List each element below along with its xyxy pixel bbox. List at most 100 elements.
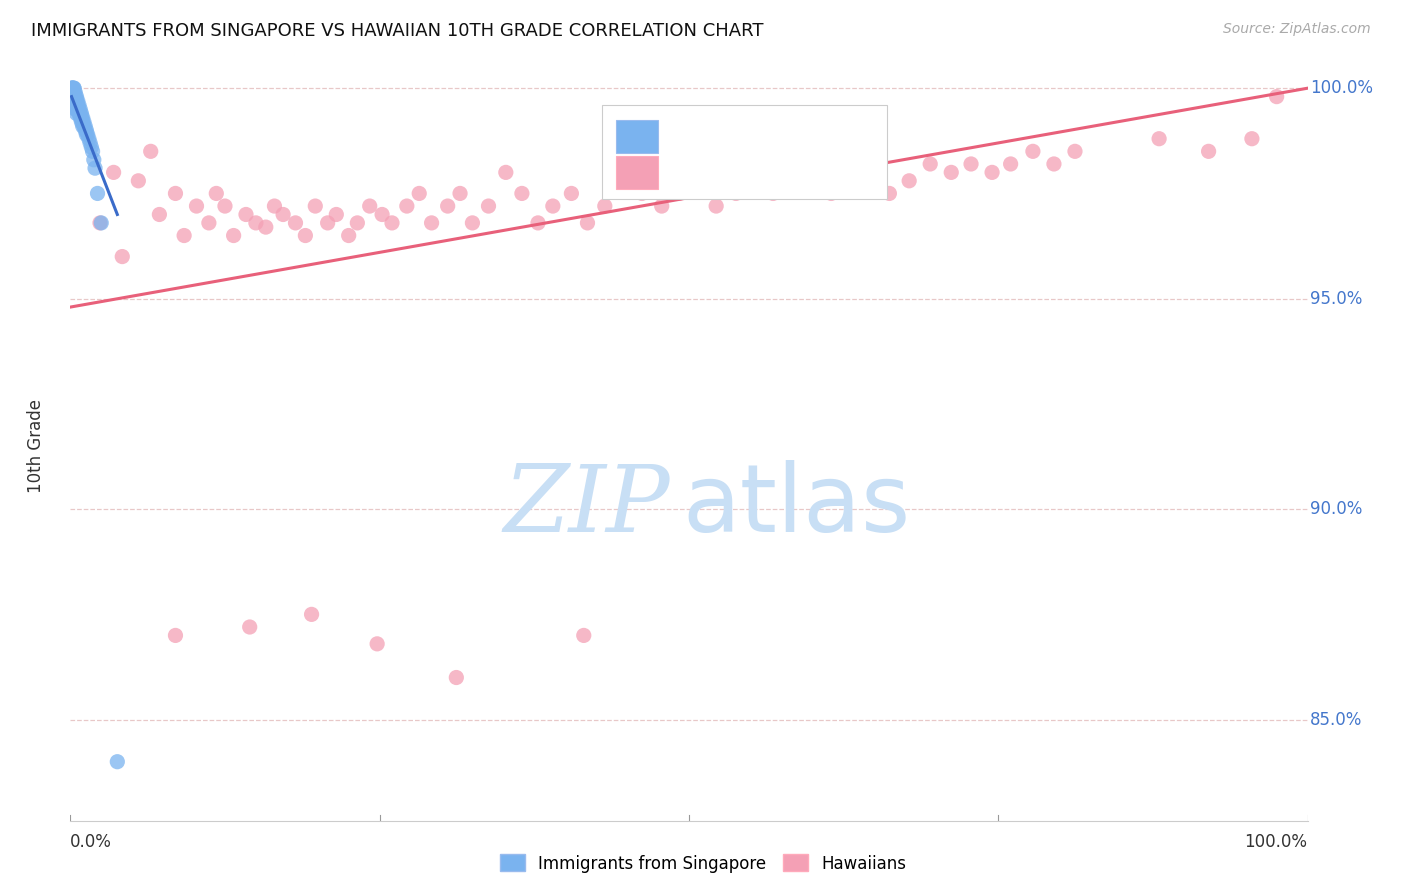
FancyBboxPatch shape (616, 120, 658, 153)
Point (73, 115, 96, 129)
Text: atlas: atlas (683, 460, 911, 552)
Text: ZIP: ZIP (503, 461, 671, 551)
Point (62, 86, 84, 100)
Text: 10th Grade: 10th Grade (27, 399, 45, 493)
Point (70, 106, 93, 120)
Point (436, 199, 458, 213)
Point (105, 755, 128, 769)
Point (325, 207, 347, 221)
Point (593, 199, 616, 213)
Point (79, 136, 101, 150)
Point (69, 102, 91, 116)
Text: R = 0.593   N = 76: R = 0.593 N = 76 (668, 163, 852, 181)
Point (63, 81, 86, 95)
Text: IMMIGRANTS FROM SINGAPORE VS HAWAIIAN 10TH GRADE CORRELATION CHART: IMMIGRANTS FROM SINGAPORE VS HAWAIIAN 10… (31, 22, 763, 40)
Point (70, 111, 93, 125)
Point (66, 102, 89, 116)
Point (461, 216, 484, 230)
Text: 85.0%: 85.0% (1310, 711, 1362, 729)
Point (284, 216, 307, 230)
Point (75, 123, 97, 137)
Text: 95.0%: 95.0% (1310, 290, 1362, 308)
Point (510, 186, 533, 201)
Point (86, 186, 108, 201)
Point (381, 216, 404, 230)
Point (1043, 157, 1066, 171)
Point (1022, 145, 1045, 159)
Point (63, 86, 86, 100)
Point (263, 199, 285, 213)
Point (83, 153, 105, 167)
Point (1198, 145, 1220, 159)
Point (75, 119, 97, 133)
Point (69, 111, 91, 125)
Point (1064, 145, 1087, 159)
Point (960, 157, 983, 171)
Text: 100.0%: 100.0% (1310, 79, 1374, 97)
Point (66, 94, 89, 108)
Point (165, 186, 187, 201)
Point (62, 89, 84, 103)
FancyBboxPatch shape (616, 156, 658, 189)
Point (724, 186, 747, 201)
Point (572, 628, 595, 642)
Point (72, 111, 94, 125)
Point (222, 228, 245, 243)
Point (62, 81, 84, 95)
Point (366, 637, 388, 651)
Point (103, 165, 125, 179)
Point (408, 186, 430, 201)
Point (67, 102, 90, 116)
Point (337, 228, 360, 243)
Point (316, 216, 339, 230)
Point (941, 165, 963, 179)
Point (60, 81, 83, 95)
Point (420, 216, 443, 230)
Point (84, 161, 107, 176)
Point (704, 199, 727, 213)
Point (65, 102, 87, 116)
Text: 0.0%: 0.0% (70, 833, 112, 851)
Point (198, 216, 221, 230)
Point (779, 174, 801, 188)
Point (62, 86, 84, 100)
Point (73, 119, 96, 133)
Point (527, 216, 550, 230)
Point (477, 199, 499, 213)
Point (70, 115, 93, 129)
Point (920, 157, 942, 171)
Point (395, 199, 418, 213)
Point (66, 98, 89, 112)
Point (139, 145, 162, 159)
Text: 100.0%: 100.0% (1244, 833, 1308, 851)
Point (205, 186, 228, 201)
Point (1147, 132, 1170, 146)
Point (82, 145, 104, 159)
Point (446, 671, 468, 685)
Point (62, 81, 84, 95)
Point (613, 165, 636, 179)
Point (560, 186, 582, 201)
Point (981, 165, 1004, 179)
Point (346, 216, 368, 230)
Point (541, 199, 564, 213)
Point (235, 207, 257, 221)
Point (69, 106, 91, 120)
Point (63, 94, 86, 108)
Point (301, 607, 323, 622)
Point (72, 115, 94, 129)
Point (80, 140, 103, 154)
Point (688, 174, 710, 188)
Point (449, 186, 471, 201)
Point (65, 94, 87, 108)
Point (62, 81, 84, 95)
Point (72, 119, 94, 133)
Point (841, 174, 863, 188)
Point (90, 216, 112, 230)
Point (173, 228, 195, 243)
Point (1240, 132, 1263, 146)
Point (65, 89, 87, 103)
Point (359, 199, 381, 213)
Point (165, 628, 187, 642)
Point (245, 216, 267, 230)
